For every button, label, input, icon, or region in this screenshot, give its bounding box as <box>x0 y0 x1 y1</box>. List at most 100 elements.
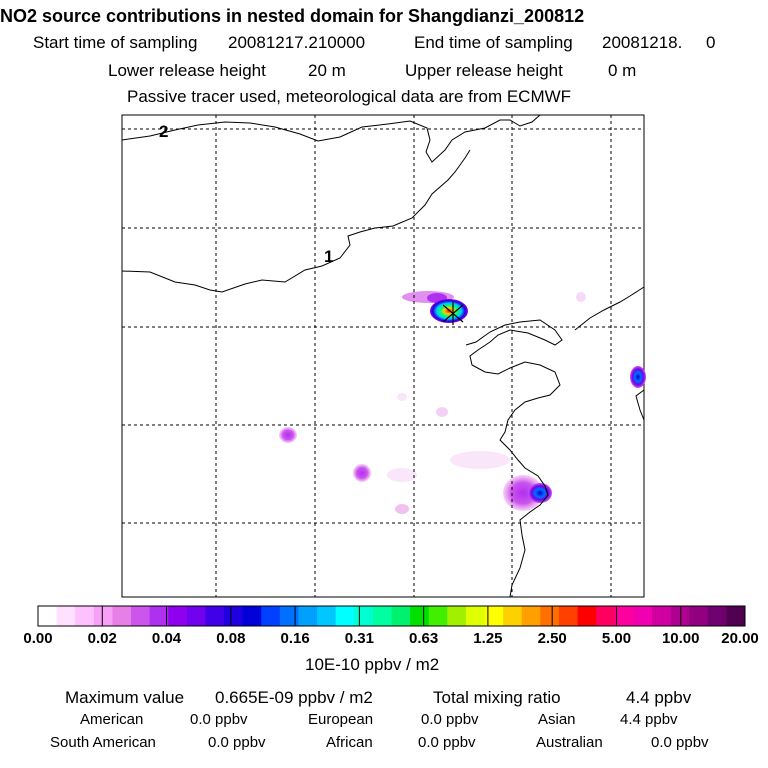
colorbar-tick-label: 10.00 <box>661 630 700 647</box>
colorbar-swatch <box>484 606 504 626</box>
colorbar-swatch <box>707 606 727 626</box>
colorbar-swatch <box>112 606 132 626</box>
colorbar-swatch <box>38 606 58 626</box>
colorbar-swatch <box>558 606 579 626</box>
colorbar-swatch <box>317 606 337 626</box>
colorbar-swatch <box>596 606 616 626</box>
max-value-label: Maximum value <box>65 688 185 707</box>
colorbar-swatch <box>540 606 560 626</box>
colorbar-swatch <box>279 606 299 626</box>
region-name: European <box>308 711 374 728</box>
upper-height-value: 0 m <box>608 61 637 80</box>
region-value: 0.0 ppbv <box>421 711 479 728</box>
start-time-value: 20081217.210000 <box>228 33 366 52</box>
colorbar-tick-label: 0.63 <box>409 630 439 647</box>
coast-korea <box>574 286 645 331</box>
colorbar-tick-label: 0.08 <box>216 630 246 647</box>
plume-faint-3 <box>395 504 409 514</box>
colorbar-swatch <box>298 606 318 626</box>
contour-label-2: 2 <box>159 122 168 141</box>
colorbar-swatch <box>391 606 411 626</box>
region-name: American <box>80 711 144 728</box>
colorbar-swatch <box>614 606 634 626</box>
coast-bohai <box>465 319 563 598</box>
colorbar-swatch <box>56 606 76 626</box>
region-name: Asian <box>538 711 576 728</box>
region-name: Australian <box>536 734 603 751</box>
colorbar-swatch <box>242 606 262 626</box>
colorbar-swatch <box>521 606 541 626</box>
colorbar <box>37 605 746 627</box>
plume-source-hotspot <box>430 299 468 323</box>
plume-layer <box>279 291 646 514</box>
plume-faint-6 <box>397 393 407 401</box>
plume-shanghai <box>503 475 543 511</box>
colorbar-tick-label: 0.31 <box>344 630 374 647</box>
plume-west-spot <box>279 427 297 443</box>
border-mid <box>121 149 471 293</box>
plume-south-spot <box>353 464 371 482</box>
colorbar-swatch <box>428 606 448 626</box>
coast-korea-south <box>635 389 645 421</box>
plume-faint-5 <box>387 468 417 482</box>
region-value: 0.0 ppbv <box>208 734 266 751</box>
lower-height-label: Lower release height <box>108 61 266 80</box>
plume-faint-4 <box>450 451 510 469</box>
colorbar-tick-label: 0.16 <box>280 630 310 647</box>
colorbar-swatch <box>354 606 374 626</box>
colorbar-tick-label: 2.50 <box>537 630 567 647</box>
map-frame <box>121 114 645 598</box>
region-name: African <box>326 734 373 751</box>
region-value: 4.4 ppbv <box>620 711 678 728</box>
colorbar-tick-label: 20.00 <box>721 630 759 647</box>
plot-title: NO2 source contributions in nested domai… <box>0 6 585 26</box>
colorbar-swatch <box>633 606 653 626</box>
upper-height-label: Upper release height <box>405 61 563 80</box>
colorbar-swatch <box>372 606 392 626</box>
colorbar-tick-label: 0.04 <box>151 630 182 647</box>
end-time-label: End time of sampling <box>414 33 573 52</box>
border-north <box>121 114 541 163</box>
region-value: 0.0 ppbv <box>190 711 248 728</box>
colorbar-swatch <box>577 606 597 626</box>
colorbar-tick-label: 5.00 <box>601 630 632 647</box>
coastlines <box>121 114 645 598</box>
x-marker-icon <box>442 302 464 325</box>
colorbar-swatch <box>93 606 113 626</box>
plume-shanghai-core <box>528 483 552 503</box>
colorbar-swatch <box>131 606 151 626</box>
max-value: 0.665E-09 ppbv / m2 <box>215 688 373 707</box>
lower-height-value: 20 m <box>308 61 346 80</box>
colorbar-tick-label: 0.02 <box>87 630 117 647</box>
tracer-note: Passive tracer used, meteorological data… <box>127 87 572 106</box>
region-value: 0.0 ppbv <box>418 734 476 751</box>
colorbar-swatch <box>335 606 355 626</box>
start-time-label: Start time of sampling <box>33 33 198 52</box>
colorbar-swatch <box>410 606 430 626</box>
graticule <box>122 115 644 597</box>
total-mixing-value: 4.4 ppbv <box>626 688 692 707</box>
colorbar-swatch <box>465 606 486 626</box>
colorbar-swatch <box>503 606 523 626</box>
colorbar-tick-label: 0.00 <box>23 630 53 647</box>
region-name: South American <box>50 734 156 751</box>
colorbar-tick-label: 1.25 <box>473 630 503 647</box>
plume-east-edge <box>630 366 646 388</box>
colorbar-swatch <box>149 606 169 626</box>
colorbar-swatch <box>689 606 709 626</box>
colorbar-swatch <box>186 606 206 626</box>
colorbar-units: 10E-10 ppbv / m2 <box>305 655 440 674</box>
colorbar-swatch <box>447 606 467 626</box>
colorbar-swatch <box>651 606 672 626</box>
colorbar-swatch <box>261 606 281 626</box>
colorbar-swatch <box>224 606 244 626</box>
plume-faint-1 <box>576 292 586 302</box>
colorbar-swatch <box>726 606 746 626</box>
end-time-value: 20081218. 0 <box>602 33 716 52</box>
region-value: 0.0 ppbv <box>651 734 709 751</box>
colorbar-swatch <box>205 606 225 626</box>
colorbar-swatch <box>168 606 188 626</box>
colorbar-swatch <box>75 606 95 626</box>
plume-faint-2 <box>436 407 448 417</box>
